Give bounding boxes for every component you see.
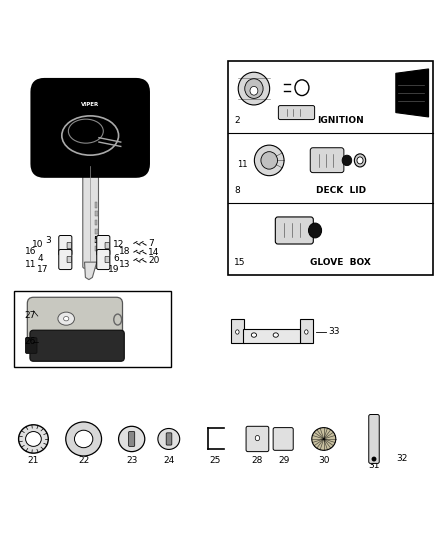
Text: 3: 3: [45, 236, 51, 245]
FancyBboxPatch shape: [97, 236, 110, 256]
Text: VIPER: VIPER: [81, 102, 99, 108]
Text: 10: 10: [32, 240, 43, 249]
FancyBboxPatch shape: [97, 249, 110, 270]
Ellipse shape: [255, 435, 260, 441]
Text: 7: 7: [148, 239, 154, 248]
Text: 31: 31: [368, 461, 380, 470]
FancyBboxPatch shape: [31, 79, 149, 177]
Ellipse shape: [308, 223, 321, 238]
Ellipse shape: [304, 330, 308, 334]
Text: 26: 26: [25, 337, 36, 346]
Polygon shape: [396, 69, 428, 117]
Ellipse shape: [251, 333, 257, 337]
Text: DECK  LID: DECK LID: [315, 187, 366, 195]
Text: 17: 17: [37, 264, 49, 273]
Ellipse shape: [236, 330, 239, 334]
Text: 11: 11: [25, 260, 37, 269]
Text: 14: 14: [148, 248, 159, 256]
Ellipse shape: [250, 86, 258, 95]
Text: 8: 8: [234, 187, 240, 195]
FancyBboxPatch shape: [279, 106, 314, 119]
FancyBboxPatch shape: [246, 426, 269, 451]
Bar: [95, 229, 98, 234]
Bar: [243, 329, 300, 343]
Bar: [300, 319, 313, 343]
Bar: [95, 246, 98, 251]
FancyBboxPatch shape: [59, 249, 72, 270]
Ellipse shape: [74, 430, 93, 448]
FancyBboxPatch shape: [25, 338, 37, 353]
Ellipse shape: [25, 432, 41, 446]
Ellipse shape: [245, 79, 263, 99]
Ellipse shape: [354, 154, 366, 167]
Text: 32: 32: [396, 454, 407, 463]
FancyBboxPatch shape: [67, 243, 71, 248]
Bar: [14, 290, 171, 367]
Bar: [95, 220, 97, 225]
Ellipse shape: [238, 72, 270, 105]
Text: 12: 12: [113, 240, 125, 249]
Ellipse shape: [66, 422, 102, 456]
Text: 4: 4: [37, 254, 43, 263]
Bar: [95, 211, 98, 216]
Polygon shape: [85, 262, 97, 280]
Text: 19: 19: [108, 264, 119, 273]
Text: 24: 24: [163, 456, 174, 465]
Text: 16: 16: [25, 247, 37, 256]
Text: 20: 20: [148, 256, 159, 265]
Text: IGNITION: IGNITION: [317, 117, 364, 125]
FancyBboxPatch shape: [105, 256, 110, 263]
FancyBboxPatch shape: [369, 415, 379, 463]
Text: 5: 5: [93, 236, 99, 245]
Text: 28: 28: [252, 456, 263, 465]
Text: 25: 25: [209, 456, 220, 465]
Text: 2: 2: [234, 117, 240, 125]
Ellipse shape: [273, 333, 279, 337]
Ellipse shape: [119, 426, 145, 451]
Text: 11: 11: [237, 160, 248, 169]
FancyBboxPatch shape: [105, 243, 110, 248]
FancyBboxPatch shape: [276, 217, 313, 244]
Ellipse shape: [312, 427, 336, 450]
FancyBboxPatch shape: [83, 158, 99, 268]
Ellipse shape: [158, 429, 180, 449]
FancyBboxPatch shape: [310, 148, 344, 173]
Circle shape: [372, 457, 376, 461]
Ellipse shape: [342, 155, 352, 166]
Text: 18: 18: [120, 247, 131, 256]
Ellipse shape: [64, 317, 69, 321]
Text: 21: 21: [28, 456, 39, 465]
Text: 33: 33: [328, 327, 339, 336]
Ellipse shape: [357, 157, 363, 164]
Text: 27: 27: [25, 311, 36, 320]
Text: GLOVE  BOX: GLOVE BOX: [310, 259, 371, 268]
Ellipse shape: [261, 152, 278, 169]
Text: 13: 13: [120, 260, 131, 269]
Text: 23: 23: [126, 456, 138, 465]
Bar: [231, 319, 244, 343]
FancyBboxPatch shape: [273, 427, 293, 450]
Text: 6: 6: [113, 254, 119, 263]
Text: 15: 15: [234, 259, 246, 268]
FancyBboxPatch shape: [166, 433, 172, 445]
FancyBboxPatch shape: [59, 236, 72, 256]
FancyBboxPatch shape: [129, 432, 135, 446]
Text: 1: 1: [34, 131, 40, 141]
Ellipse shape: [18, 425, 48, 453]
Text: 30: 30: [318, 456, 329, 465]
Text: 22: 22: [78, 456, 89, 465]
Text: 29: 29: [278, 456, 290, 465]
FancyBboxPatch shape: [67, 256, 71, 263]
Bar: [95, 237, 97, 243]
Bar: [95, 203, 97, 207]
FancyBboxPatch shape: [27, 297, 123, 342]
Ellipse shape: [58, 312, 74, 325]
FancyBboxPatch shape: [30, 330, 124, 361]
Bar: [228, 61, 433, 275]
Ellipse shape: [254, 145, 284, 176]
